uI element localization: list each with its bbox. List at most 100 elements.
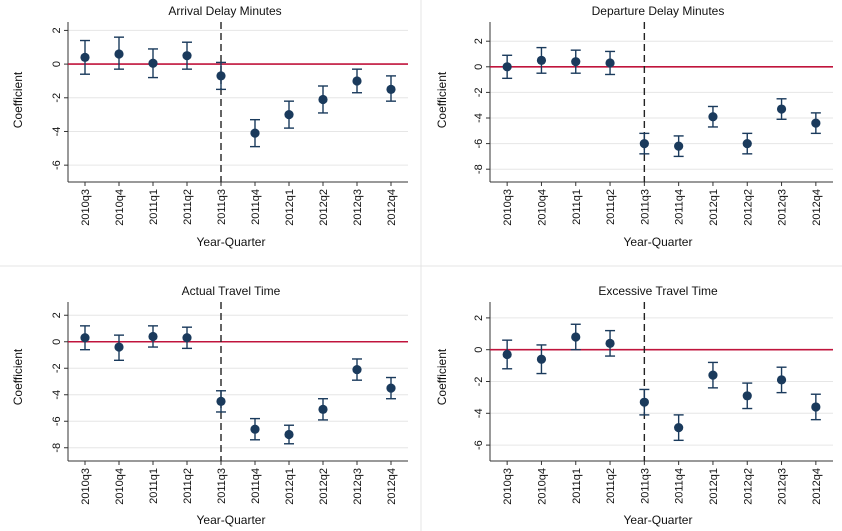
data-point [182,333,192,343]
data-point [742,391,752,401]
data-point [284,429,294,440]
panel-title: Excessive Travel Time [598,284,718,298]
x-tick-label: 2010q4 [536,468,548,505]
y-tick-label: 2 [51,27,63,33]
x-tick-label: 2012q1 [708,189,720,226]
data-point [216,396,226,406]
data-point [80,333,90,343]
y-tick-label: -6 [473,440,485,450]
x-tick-label: 2012q1 [284,468,296,505]
y-tick-label: -6 [51,416,63,426]
panel-title: Actual Travel Time [182,284,281,298]
x-tick-label: 2011q3 [639,189,651,225]
x-tick-label: 2012q3 [352,468,364,505]
x-tick-label: 2012q4 [386,189,398,226]
x-tick-label: 2011q3 [639,468,651,504]
data-point [536,354,547,364]
data-point [571,57,581,67]
x-axis-label: Year-Quarter [624,513,693,527]
x-tick-label: 2012q3 [352,189,364,226]
data-point [216,71,226,81]
data-point [571,332,581,342]
y-tick-label: -6 [51,160,63,170]
data-point [250,128,260,138]
data-point [318,94,328,105]
y-tick-label: 0 [51,61,63,67]
y-tick-label: -6 [473,139,485,149]
data-point [674,141,684,151]
x-tick-label: 2012q1 [708,468,720,505]
panel-excessive-travel: Excessive Travel Time Coefficient Year-Q… [435,284,833,527]
panel-departure-delay: Departure Delay Minutes Coefficient Year… [435,4,833,249]
x-tick-label: 2012q2 [318,189,330,226]
x-tick-label: 2011q4 [250,189,262,225]
y-tick-label: -2 [473,88,485,98]
x-tick-label: 2012q4 [811,468,823,505]
x-tick-label: 2011q2 [182,468,194,504]
x-axis-label: Year-Quarter [197,235,266,249]
y-axis-label: Coefficient [11,348,25,405]
data-point [114,49,124,59]
x-tick-label: 2011q4 [674,189,686,225]
x-tick-label: 2010q4 [114,189,126,226]
x-tick-label: 2011q3 [216,189,228,225]
x-tick-label: 2011q1 [571,189,583,225]
x-tick-label: 2011q2 [605,468,617,504]
y-tick-label: -2 [473,377,485,387]
x-tick-label: 2011q4 [250,468,262,504]
y-tick-label: -2 [51,93,63,103]
y-tick-label: 2 [473,38,485,44]
y-tick-label: -4 [51,390,63,400]
x-tick-label: 2011q1 [148,189,160,225]
x-tick-label: 2010q4 [114,468,126,505]
y-tick-label: -2 [51,363,63,373]
y-tick-label: -8 [473,164,485,174]
data-point [674,423,684,433]
data-point [386,383,396,393]
data-point [639,397,649,407]
data-point [639,139,649,149]
data-point [386,84,396,94]
data-point [605,58,615,68]
x-tick-label: 2012q2 [742,468,754,505]
data-point [80,52,90,62]
x-axis-label: Year-Quarter [624,235,693,249]
panel-title: Arrival Delay Minutes [168,4,281,18]
data-point [502,62,512,72]
data-point [811,118,821,128]
panel-arrival-delay: Arrival Delay Minutes Coefficient Year-Q… [11,4,408,249]
data-point [502,349,512,360]
data-point [148,58,158,68]
x-tick-label: 2012q3 [777,468,789,505]
y-tick-label: 0 [51,339,63,345]
data-point [352,364,362,375]
x-tick-label: 2012q1 [284,189,296,226]
x-tick-label: 2010q3 [80,189,92,226]
data-point [250,424,260,434]
data-point [114,342,124,352]
x-tick-label: 2010q3 [502,189,514,226]
panel-title: Departure Delay Minutes [592,4,725,18]
data-point [811,402,821,412]
y-tick-label: -8 [51,443,63,453]
y-tick-label: 0 [473,347,485,353]
x-tick-label: 2012q4 [386,468,398,505]
data-point [318,404,328,414]
x-tick-label: 2011q1 [571,468,583,504]
y-tick-label: 0 [473,64,485,70]
data-point [708,112,718,122]
x-tick-label: 2012q3 [777,189,789,226]
x-tick-label: 2010q3 [502,468,514,505]
x-tick-label: 2012q4 [811,189,823,226]
y-tick-label: 2 [473,315,485,321]
y-tick-label: -4 [51,127,63,137]
x-tick-label: 2012q2 [742,189,754,226]
y-axis-label: Coefficient [11,71,25,128]
x-axis-label: Year-Quarter [197,513,266,527]
panel-actual-travel: Actual Travel Time Coefficient Year-Quar… [11,284,408,527]
x-tick-label: 2011q1 [148,468,160,504]
data-point [352,76,362,86]
data-point [182,51,192,61]
x-tick-label: 2011q4 [674,468,686,504]
